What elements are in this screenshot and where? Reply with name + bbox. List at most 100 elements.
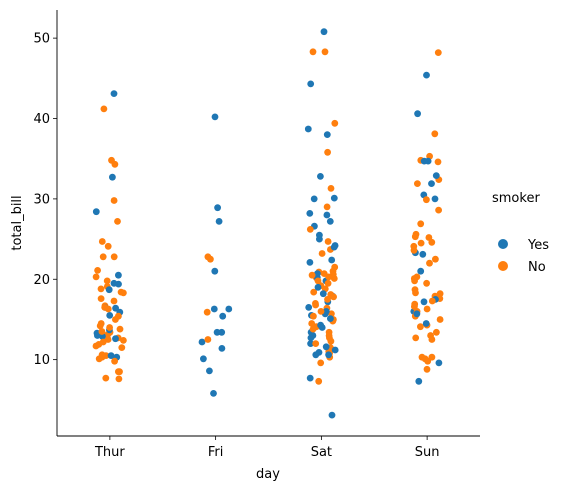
data-point-yes: [112, 335, 119, 343]
data-point-yes: [94, 332, 101, 339]
data-point-yes: [328, 256, 336, 264]
data-point-no: [321, 48, 329, 56]
y-tick-label: 40: [33, 112, 50, 127]
data-point-no: [417, 323, 424, 331]
data-point-yes: [314, 283, 322, 291]
data-point-no: [320, 270, 328, 277]
data-point-no: [423, 365, 431, 373]
data-point-no: [428, 238, 436, 246]
y-axis-label: total_bill: [10, 195, 25, 250]
data-point-no: [432, 255, 439, 263]
data-point-yes: [210, 390, 217, 397]
data-point-no: [312, 301, 319, 309]
data-point-no: [412, 334, 420, 342]
data-point-no: [99, 253, 107, 261]
legend-marker-no: [498, 261, 508, 271]
data-points: [92, 28, 444, 419]
data-point-no: [94, 267, 101, 274]
data-point-no: [204, 336, 212, 343]
data-point-yes: [435, 359, 443, 367]
data-point-no: [327, 337, 335, 345]
data-point-no: [317, 359, 325, 367]
data-point-no: [98, 238, 106, 245]
data-point-yes: [206, 367, 213, 375]
y-tick-label: 20: [33, 273, 50, 288]
data-point-no: [100, 105, 108, 113]
data-point-no: [435, 206, 442, 214]
data-point-no: [324, 279, 332, 287]
data-point-no: [331, 119, 339, 127]
data-point-yes: [214, 204, 222, 212]
data-point-yes: [323, 131, 331, 139]
data-point-no: [97, 320, 105, 327]
data-point-no: [417, 220, 425, 228]
data-point-yes: [330, 194, 338, 202]
data-point-yes: [420, 157, 428, 165]
data-point-no: [111, 357, 118, 365]
data-point-no: [115, 368, 122, 376]
data-point-no: [434, 49, 442, 56]
data-point-no: [418, 353, 426, 361]
data-point-no: [324, 148, 331, 156]
data-point-no: [312, 340, 320, 347]
x-axis-ticks: Thur Fri Sat Sun: [94, 436, 439, 460]
data-point-no: [411, 233, 419, 241]
data-point-no: [428, 297, 436, 305]
data-point-yes: [306, 259, 314, 266]
data-point-no: [324, 238, 332, 245]
data-point-no: [423, 279, 430, 287]
data-point-yes: [414, 110, 421, 118]
data-point-no: [92, 273, 100, 281]
data-point-no: [118, 344, 126, 351]
data-point-yes: [316, 231, 323, 239]
data-point-yes: [115, 271, 122, 279]
data-point-no: [423, 305, 431, 313]
data-point-yes: [211, 267, 219, 275]
x-tick-label: Sat: [311, 445, 332, 460]
data-point-yes: [415, 377, 423, 385]
data-point-no: [110, 297, 118, 305]
data-point-yes: [312, 351, 320, 359]
data-point-yes: [420, 298, 428, 306]
data-point-no: [115, 375, 123, 383]
data-point-no: [317, 308, 325, 315]
y-tick-label: 10: [33, 353, 50, 368]
data-point-no: [112, 316, 119, 323]
data-point-yes: [323, 211, 331, 219]
x-tick-label: Thur: [94, 445, 125, 460]
data-point-yes: [219, 312, 227, 320]
data-point-yes: [215, 218, 223, 225]
data-point-yes: [225, 305, 233, 313]
data-point-yes: [110, 279, 118, 287]
data-point-yes: [211, 113, 219, 121]
data-point-yes: [307, 80, 315, 88]
data-point-yes: [422, 320, 430, 327]
data-point-no: [315, 377, 323, 385]
data-point-no: [110, 253, 118, 261]
data-point-no: [309, 325, 317, 333]
data-point-yes: [423, 71, 430, 79]
data-point-yes: [210, 305, 218, 313]
data-point-yes: [105, 286, 113, 294]
data-point-no: [417, 239, 425, 247]
legend-marker-yes: [498, 239, 508, 249]
data-point-no: [117, 288, 125, 296]
data-point-no: [410, 246, 418, 254]
data-point-yes: [322, 308, 330, 315]
data-point-no: [108, 156, 115, 164]
legend-label-yes: Yes: [527, 238, 549, 253]
data-point-no: [309, 48, 317, 56]
y-axis-ticks: 10 20 30 40 50: [33, 32, 57, 368]
data-point-no: [423, 196, 430, 204]
data-point-yes: [109, 173, 116, 181]
data-point-no: [97, 295, 105, 302]
data-point-no: [306, 226, 314, 233]
data-point-no: [114, 218, 121, 225]
data-point-no: [436, 316, 444, 323]
data-point-yes: [305, 304, 313, 311]
data-point-yes: [331, 346, 339, 354]
data-point-no: [436, 290, 444, 298]
data-point-no: [330, 293, 337, 301]
data-point-no: [434, 158, 442, 166]
